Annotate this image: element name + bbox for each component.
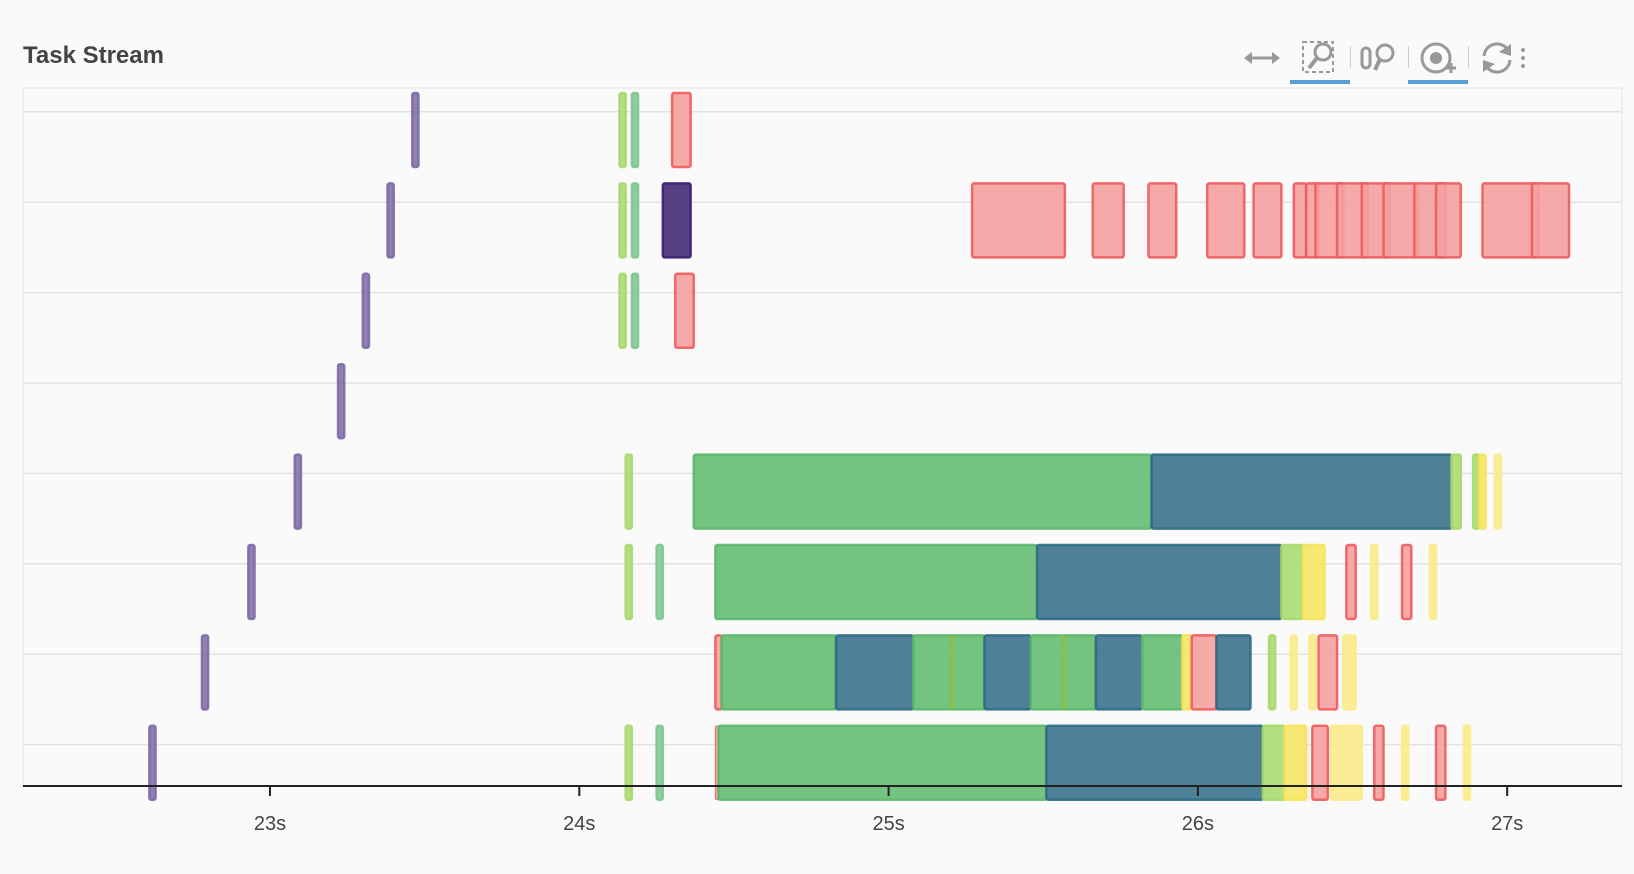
wheel-zoom-icon xyxy=(1360,43,1395,71)
pan-arrows-icon xyxy=(1244,52,1280,64)
wheel-zoom-tool-button[interactable] xyxy=(1356,36,1400,80)
task-bar[interactable] xyxy=(1428,543,1438,621)
task-bar[interactable] xyxy=(1342,634,1357,711)
task-bar[interactable] xyxy=(624,724,634,802)
task-bar[interactable] xyxy=(361,272,371,350)
task-bar[interactable] xyxy=(1481,182,1540,259)
task-bar[interactable] xyxy=(200,634,210,711)
task-bars-layer xyxy=(148,91,1571,802)
x-tick-label: 27s xyxy=(1491,813,1523,835)
hover-crosshair-icon xyxy=(1420,42,1456,74)
task-bar[interactable] xyxy=(1091,182,1125,259)
task-bar[interactable] xyxy=(949,634,955,710)
chart-toolbar xyxy=(1244,36,1608,88)
task-bar[interactable] xyxy=(1382,182,1419,259)
reset-tool-button[interactable] xyxy=(1475,36,1519,80)
box-zoom-tool-button[interactable] xyxy=(1290,36,1350,84)
x-tick-label: 26s xyxy=(1182,813,1214,835)
pan-tool-button[interactable] xyxy=(1240,36,1284,80)
toolbar-separator xyxy=(1468,46,1469,68)
task-bar[interactable] xyxy=(1094,634,1144,711)
task-bar[interactable] xyxy=(1261,724,1286,802)
task-bar[interactable] xyxy=(247,543,256,621)
task-bar[interactable] xyxy=(293,453,303,530)
task-bar[interactable] xyxy=(1434,182,1463,259)
task-bar[interactable] xyxy=(336,362,346,440)
task-bar[interactable] xyxy=(1190,634,1218,711)
task-bar[interactable] xyxy=(1267,634,1277,711)
task-bar[interactable] xyxy=(618,272,627,350)
task-bar[interactable] xyxy=(1150,453,1453,530)
task-bar[interactable] xyxy=(1205,182,1246,259)
task-bar[interactable] xyxy=(1478,453,1487,530)
task-bar[interactable] xyxy=(618,182,627,259)
x-tick-label: 25s xyxy=(872,813,904,835)
task-bar[interactable] xyxy=(673,272,695,350)
task-bar[interactable] xyxy=(1035,543,1283,621)
task-bar[interactable] xyxy=(1369,543,1379,621)
task-bar[interactable] xyxy=(1530,182,1571,259)
task-bar[interactable] xyxy=(1493,453,1503,530)
task-bar[interactable] xyxy=(1283,724,1308,802)
task-bar[interactable] xyxy=(1317,634,1339,711)
task-bar[interactable] xyxy=(1289,634,1299,711)
task-bar[interactable] xyxy=(912,634,986,711)
task-bar[interactable] xyxy=(655,724,665,802)
task-bar[interactable] xyxy=(630,182,640,259)
task-bar[interactable] xyxy=(1061,634,1066,710)
toolbar-separator xyxy=(1408,46,1409,68)
task-bar[interactable] xyxy=(1400,543,1413,621)
task-bar[interactable] xyxy=(720,634,838,711)
task-bar[interactable] xyxy=(630,272,640,350)
reset-refresh-icon xyxy=(1482,42,1512,74)
toolbar-separator xyxy=(1350,46,1351,68)
task-bar[interactable] xyxy=(630,91,640,169)
task-bar[interactable] xyxy=(1181,634,1193,711)
task-bar[interactable] xyxy=(1345,543,1357,621)
task-bar[interactable] xyxy=(1252,182,1283,259)
task-bar[interactable] xyxy=(1280,543,1305,621)
task-bar[interactable] xyxy=(1307,634,1317,711)
task-bar[interactable] xyxy=(1301,543,1326,621)
task-bar[interactable] xyxy=(1140,634,1184,711)
task-bar[interactable] xyxy=(655,543,665,621)
task-bar[interactable] xyxy=(411,91,420,169)
more-vertical-icon xyxy=(1521,48,1525,68)
box-zoom-icon xyxy=(1302,41,1334,73)
toolbar-menu-button[interactable] xyxy=(1516,36,1530,80)
task-bar[interactable] xyxy=(1215,634,1252,711)
task-bar[interactable] xyxy=(1400,724,1410,802)
x-tick-label: 24s xyxy=(563,813,595,835)
chart-title: Task Stream xyxy=(23,42,164,69)
task-bar[interactable] xyxy=(670,91,692,169)
task-bar[interactable] xyxy=(386,182,395,259)
task-bar[interactable] xyxy=(148,724,157,802)
task-bar[interactable] xyxy=(1329,724,1364,802)
hover-tool-button[interactable] xyxy=(1408,36,1468,84)
task-bar[interactable] xyxy=(1311,724,1330,802)
task-bar[interactable] xyxy=(717,724,1048,802)
task-bar[interactable] xyxy=(1292,182,1308,259)
task-bar[interactable] xyxy=(1450,453,1463,530)
task-bar[interactable] xyxy=(983,634,1033,711)
x-tick-label: 23s xyxy=(254,813,286,835)
task-bar[interactable] xyxy=(714,543,1039,621)
task-bar[interactable] xyxy=(1147,182,1178,259)
task-bar[interactable] xyxy=(624,543,634,621)
x-axis: 23s 24s 25s 26s 27s xyxy=(23,785,1622,835)
task-bar[interactable] xyxy=(1045,724,1265,802)
task-bar[interactable] xyxy=(618,91,627,169)
task-bar[interactable] xyxy=(692,453,1153,530)
task-bar[interactable] xyxy=(1434,724,1447,802)
task-bar[interactable] xyxy=(970,182,1067,259)
task-bar[interactable] xyxy=(834,634,915,711)
task-bar[interactable] xyxy=(661,182,692,259)
task-bar[interactable] xyxy=(1462,724,1472,802)
task-bar[interactable] xyxy=(624,453,634,530)
task-bar[interactable] xyxy=(1372,724,1385,802)
